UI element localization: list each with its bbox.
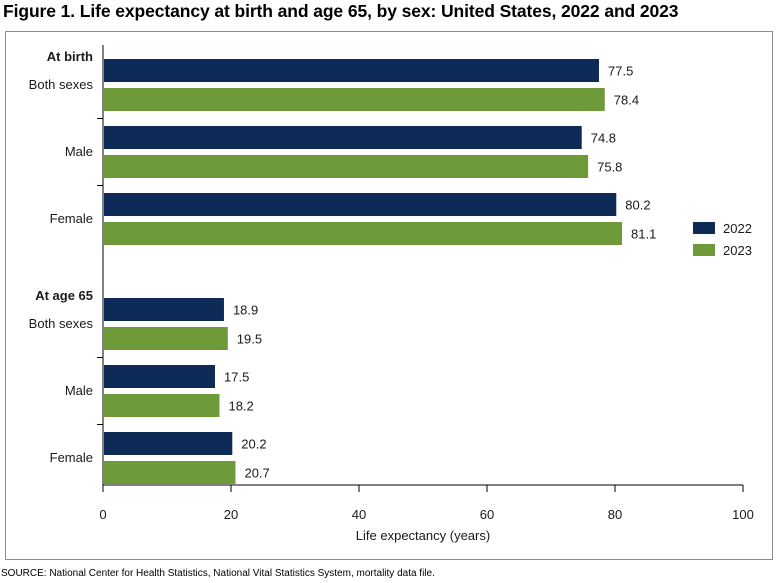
bar-2023 (104, 88, 605, 111)
bar-2023 (104, 461, 236, 484)
value-label: 78.4 (614, 93, 639, 108)
category-label: Female (50, 450, 93, 465)
category-label: Both sexes (29, 77, 94, 92)
x-tick-label: 80 (608, 507, 622, 522)
category-label: Male (65, 144, 93, 159)
bar-2022 (104, 59, 599, 82)
group-heading: At age 65 (35, 288, 93, 303)
bar-2022 (104, 298, 224, 321)
source-note: SOURCE: National Center for Health Stati… (1, 568, 435, 579)
legend-label: 2022 (723, 221, 752, 236)
bar-2022 (104, 365, 215, 388)
value-label: 80.2 (625, 198, 650, 213)
x-axis-title: Life expectancy (years) (356, 528, 490, 543)
legend-label: 2023 (723, 243, 752, 258)
value-label: 19.5 (237, 332, 262, 347)
bar-2022 (104, 126, 582, 149)
x-tick-label: 100 (732, 507, 754, 522)
value-label: 18.9 (233, 303, 258, 318)
x-tick-label: 0 (99, 507, 106, 522)
category-label: Male (65, 383, 93, 398)
bar-2023 (104, 394, 220, 417)
bar-2023 (104, 155, 589, 178)
x-tick-label: 60 (480, 507, 494, 522)
value-label: 81.1 (631, 227, 656, 242)
value-label: 17.5 (224, 370, 249, 385)
bar-2022 (104, 432, 233, 455)
bar-2022 (104, 193, 617, 216)
value-label: 75.8 (597, 160, 622, 175)
value-label: 20.7 (244, 466, 269, 481)
bar-2023 (104, 222, 623, 245)
category-label: Female (50, 211, 93, 226)
value-label: 18.2 (228, 399, 253, 414)
bar-2023 (104, 327, 228, 350)
x-tick-label: 20 (224, 507, 238, 522)
group-heading: At birth (47, 49, 93, 64)
category-label: Both sexes (29, 316, 94, 331)
chart-title: Figure 1. Life expectancy at birth and a… (3, 1, 679, 21)
value-label: 20.2 (241, 437, 266, 452)
legend-swatch-2022 (693, 222, 715, 234)
legend-swatch-2023 (693, 244, 715, 256)
chart-frame (5, 31, 773, 560)
x-tick-label: 40 (352, 507, 366, 522)
value-label: 74.8 (591, 131, 616, 146)
value-label: 77.5 (608, 64, 633, 79)
